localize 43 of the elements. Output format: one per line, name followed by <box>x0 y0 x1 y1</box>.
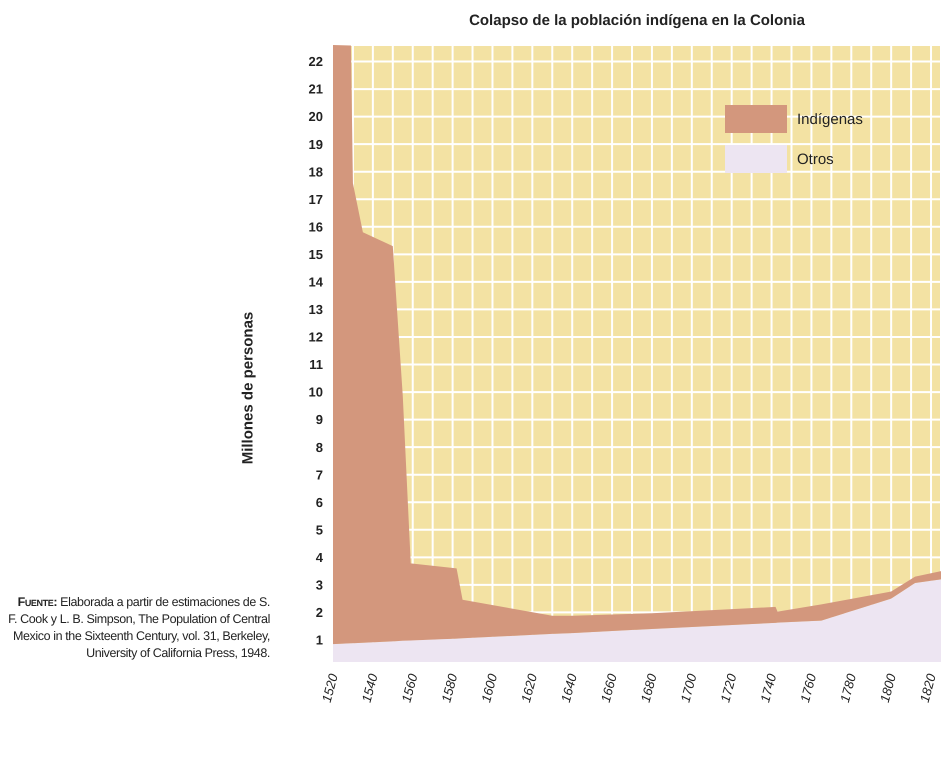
y-tick-label: 1 <box>316 632 323 648</box>
y-tick-label: 14 <box>308 274 324 290</box>
x-tick-label: 1820 <box>916 671 939 704</box>
y-tick-label: 3 <box>316 577 323 592</box>
y-tick-label: 20 <box>308 109 323 124</box>
x-tick-label: 1540 <box>358 671 381 704</box>
x-tick-label: 1760 <box>797 671 820 704</box>
x-tick-label: 1580 <box>438 671 461 704</box>
y-tick-label: 12 <box>308 330 323 345</box>
x-tick-label: 1740 <box>757 671 780 704</box>
source-note: Fuente: Elaborada a partir de estimaciones de S. F. Cook y L. B. Simpson, The Population of Central Mexico in the Sixteenth Century, vol. 31, Berkeley, University of California Press, 1948. <box>8 594 270 662</box>
y-tick-label: 18 <box>308 164 323 180</box>
y-axis-title: Millones de personas <box>240 312 256 464</box>
x-tick-label: 1660 <box>598 671 620 704</box>
y-tick-label: 13 <box>308 302 323 318</box>
x-tick-label: 1620 <box>518 671 540 704</box>
y-tick-label: 15 <box>308 246 323 262</box>
chart-title: Colapso de la población indígena en la Colonia <box>468 12 806 29</box>
x-tick-label: 1700 <box>678 671 700 704</box>
y-tick-label: 11 <box>309 357 323 372</box>
x-tick-label: 1680 <box>638 671 660 704</box>
x-tick-label: 1560 <box>398 671 421 704</box>
x-tick-label: 1520 <box>318 671 341 704</box>
x-tick-label: 1780 <box>837 671 860 704</box>
x-tick-label: 1600 <box>478 671 500 704</box>
x-tick-label: 1640 <box>558 671 580 704</box>
y-tick-label: 4 <box>316 550 324 565</box>
y-tick-label: 9 <box>316 412 323 428</box>
x-tick-label: 1720 <box>717 671 740 704</box>
y-tick-label: 5 <box>316 522 323 538</box>
y-tick-label: 21 <box>308 82 323 97</box>
legend-label: Otros <box>797 150 834 168</box>
y-tick-label: 6 <box>316 494 323 510</box>
y-tick-label: 16 <box>308 219 323 234</box>
y-tick-label: 2 <box>316 605 323 620</box>
y-tick-label: 17 <box>308 192 323 207</box>
x-tick-label: 1800 <box>876 671 900 704</box>
y-tick-label: 7 <box>316 467 323 482</box>
y-tick-label: 22 <box>308 54 323 70</box>
legend-label: Indígenas <box>797 110 863 128</box>
y-tick-label: 8 <box>316 440 323 455</box>
y-tick-label: 19 <box>308 136 323 152</box>
y-tick-label: 10 <box>308 384 323 400</box>
